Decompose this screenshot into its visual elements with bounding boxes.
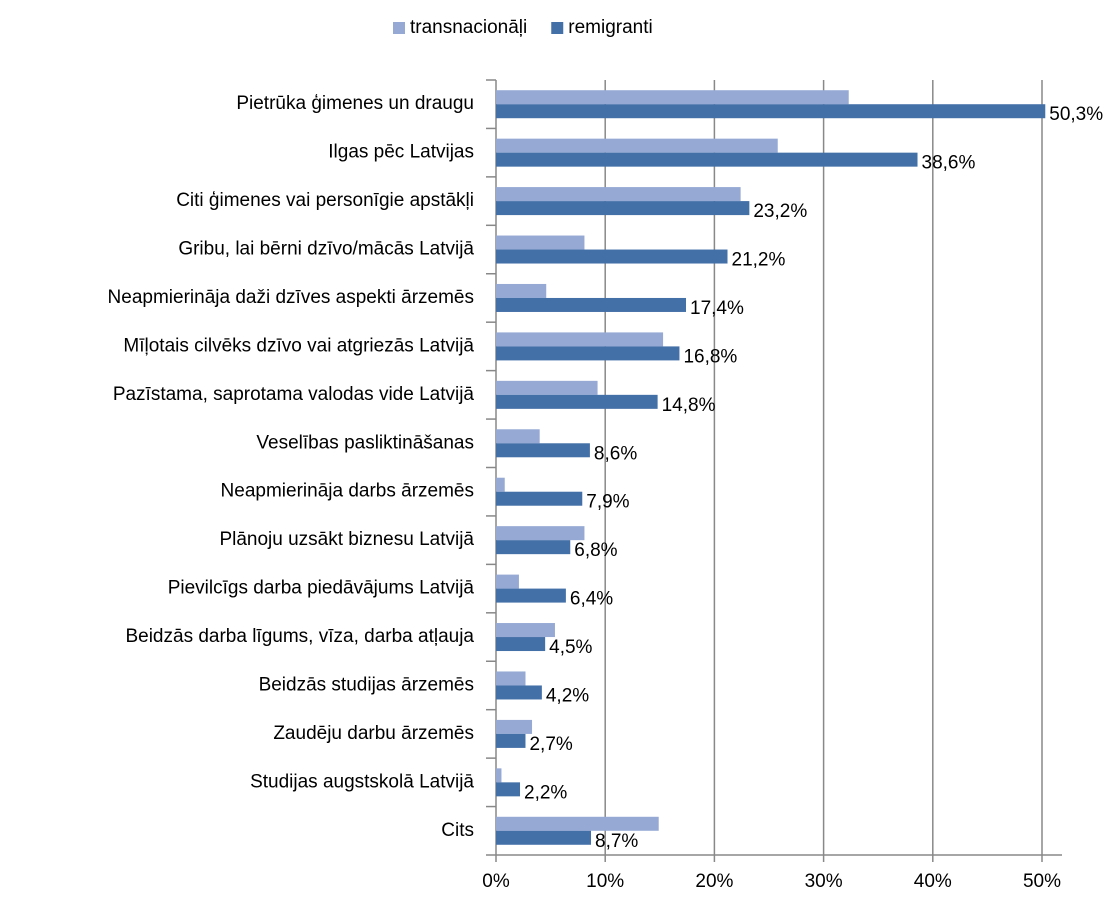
bar [496,380,598,395]
y-tick-label: Neapmierināja darbs ārzemēs [221,481,474,502]
bar [496,830,592,845]
x-tick-label: 40% [914,871,952,892]
y-tick-label: Veselības pasliktināšanas [256,432,474,453]
y-tick-label: Beidzās studijas ārzemēs [259,674,474,695]
data-label: 2,2% [524,782,567,803]
bar [496,768,502,783]
bar [496,283,547,298]
bar [496,733,526,748]
y-tick-label: Neapmierināja daži dzīves aspekti ārzemē… [108,287,474,308]
x-tick-label: 30% [805,871,843,892]
bar [496,588,566,603]
bar [496,201,750,216]
bar [496,782,521,797]
bar [496,152,918,167]
y-tick-label: Zaudēju darbu ārzemēs [273,723,474,744]
bar [496,104,1046,119]
bar [496,249,728,264]
bar [496,235,585,250]
bar [496,526,585,541]
bar [496,443,590,458]
data-label: 16,8% [683,346,737,367]
y-tick-label: Pietrūka ģimenes un draugu [236,93,474,114]
y-tick-label: Mīļotais cilvēks dzīvo vai atgriezās Lat… [123,335,474,356]
bar [496,332,664,347]
y-tick-label: Gribu, lai bērni dzīvo/mācās Latvijā [178,239,474,260]
y-tick-label: Cits [441,820,474,841]
data-label: 38,6% [922,153,976,174]
bar [496,540,571,555]
data-label: 23,2% [753,201,807,222]
bar [496,90,849,105]
bar [496,394,658,409]
data-label: 14,8% [662,395,716,416]
y-tick-label: Ilgas pēc Latvijas [328,142,474,163]
data-label: 8,7% [595,831,638,852]
bar [496,346,680,361]
y-tick-label: Pievilcīgs darba piedāvājums Latvijā [168,578,475,599]
bar [496,671,526,686]
bar [496,477,505,492]
data-label: 7,9% [586,492,629,513]
data-label: 6,4% [570,589,613,610]
data-label: 4,5% [549,637,592,658]
bar [496,637,546,652]
data-label: 6,8% [574,540,617,561]
bar [496,574,519,589]
bar [496,816,659,831]
bar [496,297,687,312]
legend-swatch [393,22,405,34]
x-tick-label: 50% [1023,871,1061,892]
bar [496,623,555,638]
bar [496,138,778,153]
legend-label: remigranti [568,17,652,38]
bar [496,719,533,734]
bar [496,491,583,506]
y-tick-label: Studijas augstskolā Latvijā [250,771,474,792]
data-label: 17,4% [690,298,744,319]
y-tick-label: Plānoju uzsākt biznesu Latvijā [219,529,474,550]
x-tick-label: 0% [482,871,510,892]
x-tick-label: 20% [695,871,733,892]
bar [496,685,542,700]
y-tick-label: Pazīstama, saprotama valodas vide Latvij… [113,384,475,405]
data-label: 21,2% [732,250,786,271]
legend-swatch [551,22,564,34]
bar [496,429,540,444]
data-label: 2,7% [529,734,572,755]
x-tick-label: 10% [586,871,624,892]
y-tick-label: Citi ģimenes vai personīgie apstākļi [176,190,474,211]
data-label: 50,3% [1049,104,1103,125]
data-label: 4,2% [546,685,589,706]
y-tick-label: Beidzās darba līgums, vīza, darba atļauj… [125,626,474,647]
legend-label: transnacionāļi [410,17,527,38]
data-label: 8,6% [594,443,637,464]
bar [496,187,741,202]
